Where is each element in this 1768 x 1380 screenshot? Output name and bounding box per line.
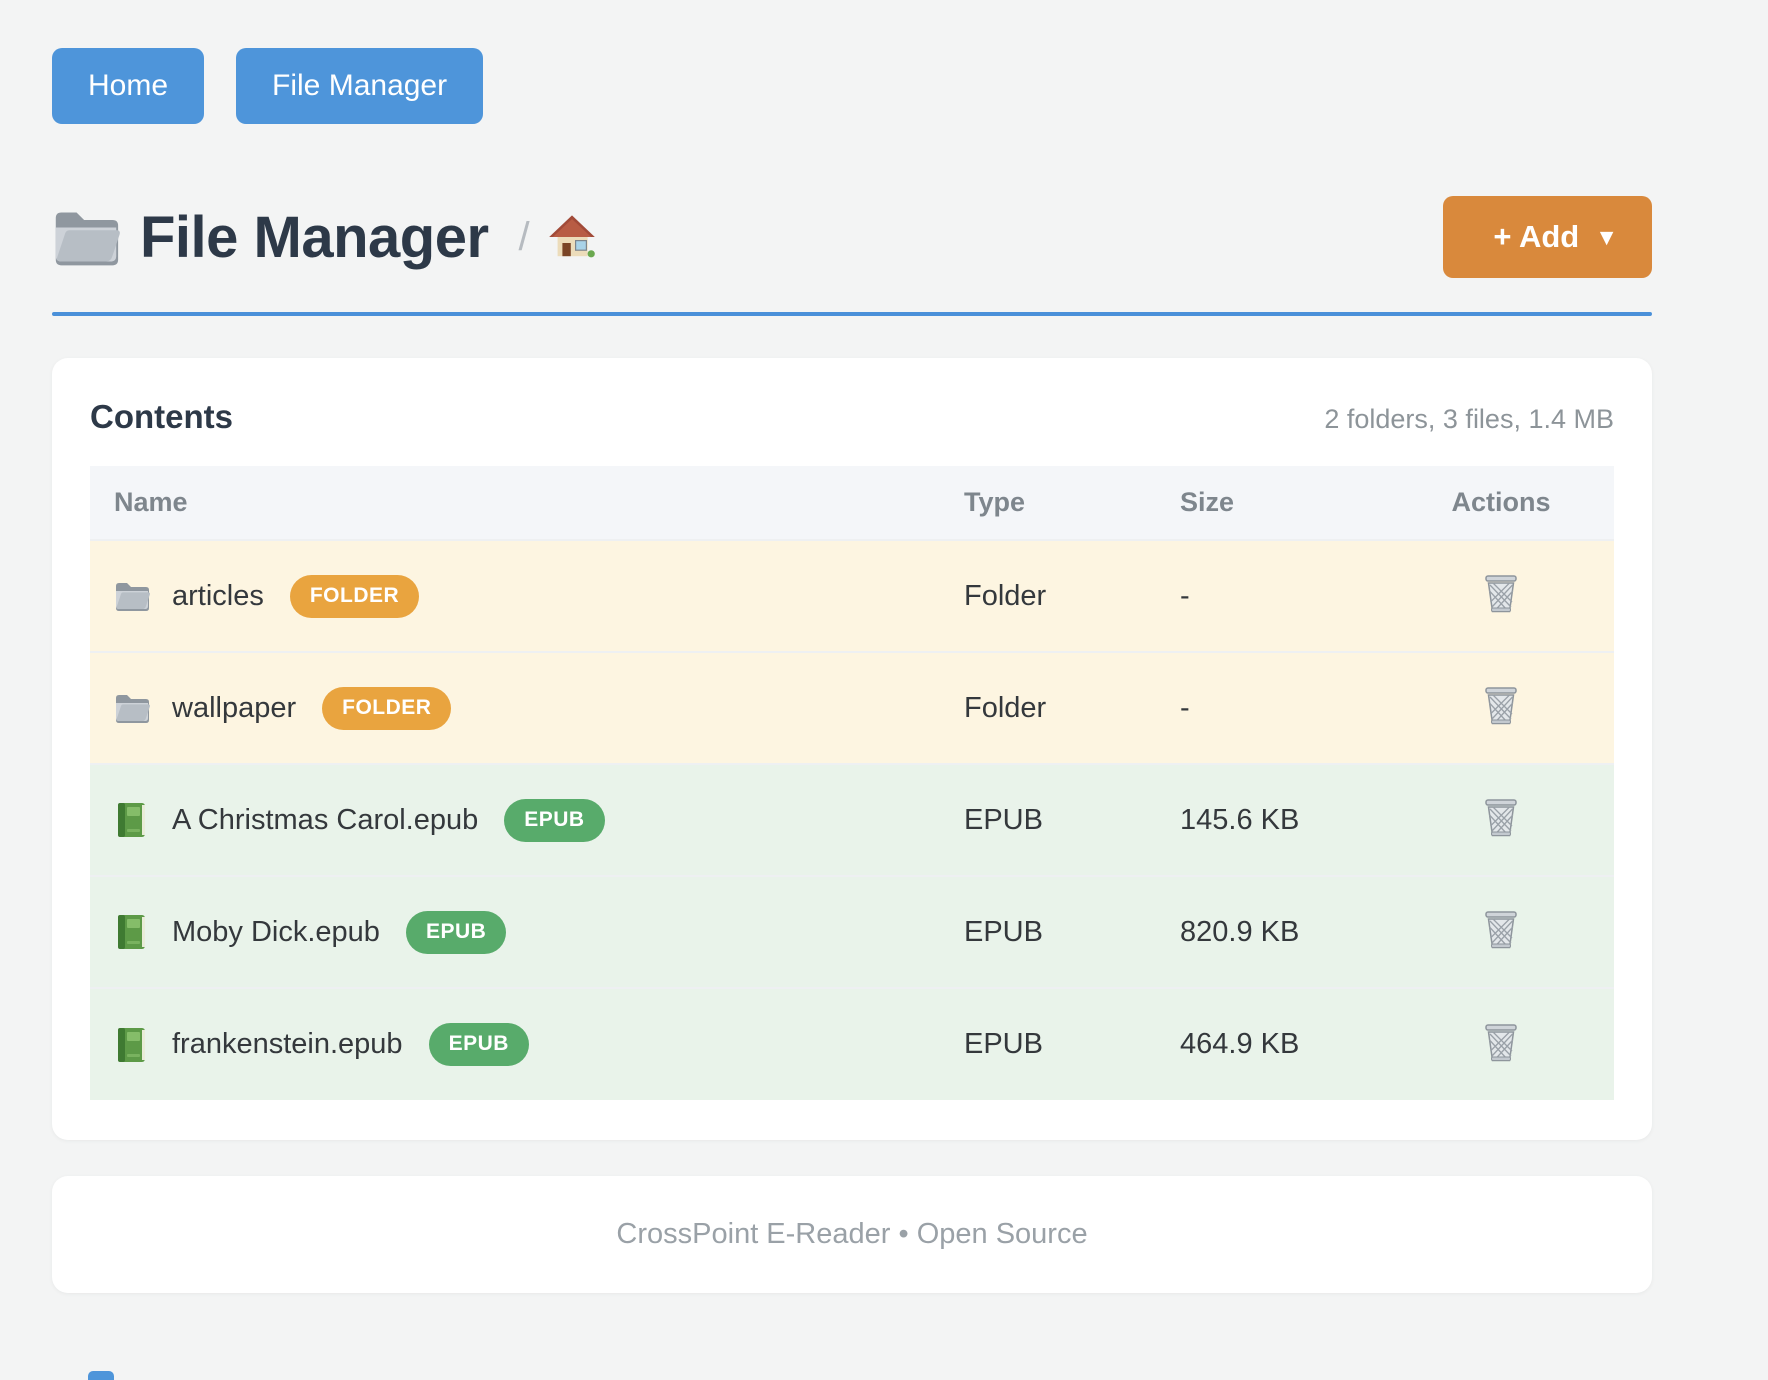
page-title-text: File Manager [140,204,489,270]
file-type: EPUB [940,763,1156,876]
caret-down-icon: ▼ [1595,223,1618,250]
table-row[interactable]: Moby Dick.epub EPUB EPUB 820.9 KB [90,875,1614,988]
folder-icon [116,695,150,723]
file-table-body: articles FOLDER Folder - [90,539,1614,1100]
table-row[interactable]: frankenstein.epub EPUB EPUB 464.9 KB [90,987,1614,1100]
table-row[interactable]: A Christmas Carol.epub EPUB EPUB 145.6 K… [90,763,1614,876]
contents-card: Contents 2 folders, 3 files, 1.4 MB Name… [52,358,1652,1140]
book-icon [118,1027,145,1062]
nav-file-manager-button[interactable]: File Manager [236,48,484,124]
file-table: Name Type Size Actions articles FOLDER F… [90,466,1614,1100]
file-name: wallpaper [172,691,297,724]
trash-icon [1485,911,1517,949]
type-badge: FOLDER [289,574,420,618]
header-divider [52,312,1652,316]
delete-button[interactable] [1479,794,1523,842]
trash-icon [1485,687,1517,725]
type-badge: EPUB [504,798,605,842]
trash-icon [1485,799,1517,837]
page-title: File Manager [52,204,489,271]
contents-title: Contents [90,398,233,435]
trash-icon [1485,575,1517,613]
type-badge: FOLDER [322,686,452,730]
file-size: 820.9 KB [1156,875,1388,988]
footer: CrossPoint E-Reader • Open Source [52,1176,1652,1293]
book-icon [118,915,145,949]
col-header-actions: Actions [1388,466,1614,540]
file-name: articles [172,579,264,612]
file-name: A Christmas Carol.epub [172,803,479,836]
file-type: Folder [940,651,1156,764]
cutoff-element [88,1371,114,1380]
delete-button[interactable] [1479,682,1523,730]
folder-icon [116,583,150,611]
file-size: 464.9 KB [1156,987,1388,1100]
book-icon [118,803,145,837]
col-header-name: Name [90,466,940,540]
breadcrumb-separator: / [518,214,530,259]
trash-icon [1485,1023,1517,1061]
table-header-row: Name Type Size Actions [90,466,1614,540]
add-button-text: + Add [1493,219,1580,254]
col-header-type: Type [940,466,1156,540]
footer-text: CrossPoint E-Reader • Open Source [616,1218,1088,1250]
file-name: Moby Dick.epub [172,915,380,948]
file-name: frankenstein.epub [172,1028,403,1060]
file-type: Folder [940,539,1156,652]
contents-summary: 2 folders, 3 files, 1.4 MB [1324,404,1614,434]
type-badge: EPUB [428,1023,529,1066]
file-type: EPUB [940,875,1156,988]
page: Home File Manager File Manager / [52,48,1652,1293]
page-header: File Manager / + Add ▼ [52,196,1652,316]
table-row[interactable]: wallpaper FOLDER Folder - [90,651,1614,764]
file-size: - [1156,651,1388,764]
col-header-size: Size [1156,466,1388,540]
file-size: - [1156,539,1388,652]
add-button[interactable]: + Add ▼ [1443,196,1652,278]
table-row[interactable]: articles FOLDER Folder - [90,539,1614,652]
delete-button[interactable] [1479,906,1523,954]
top-nav: Home File Manager [52,48,1652,124]
nav-home-button[interactable]: Home [52,48,205,124]
file-size: 145.6 KB [1156,763,1388,876]
folder-icon [55,212,120,266]
type-badge: EPUB [405,910,507,954]
home-icon[interactable] [548,213,596,261]
delete-button[interactable] [1479,570,1523,618]
file-type: EPUB [940,987,1156,1100]
delete-button[interactable] [1479,1019,1523,1067]
